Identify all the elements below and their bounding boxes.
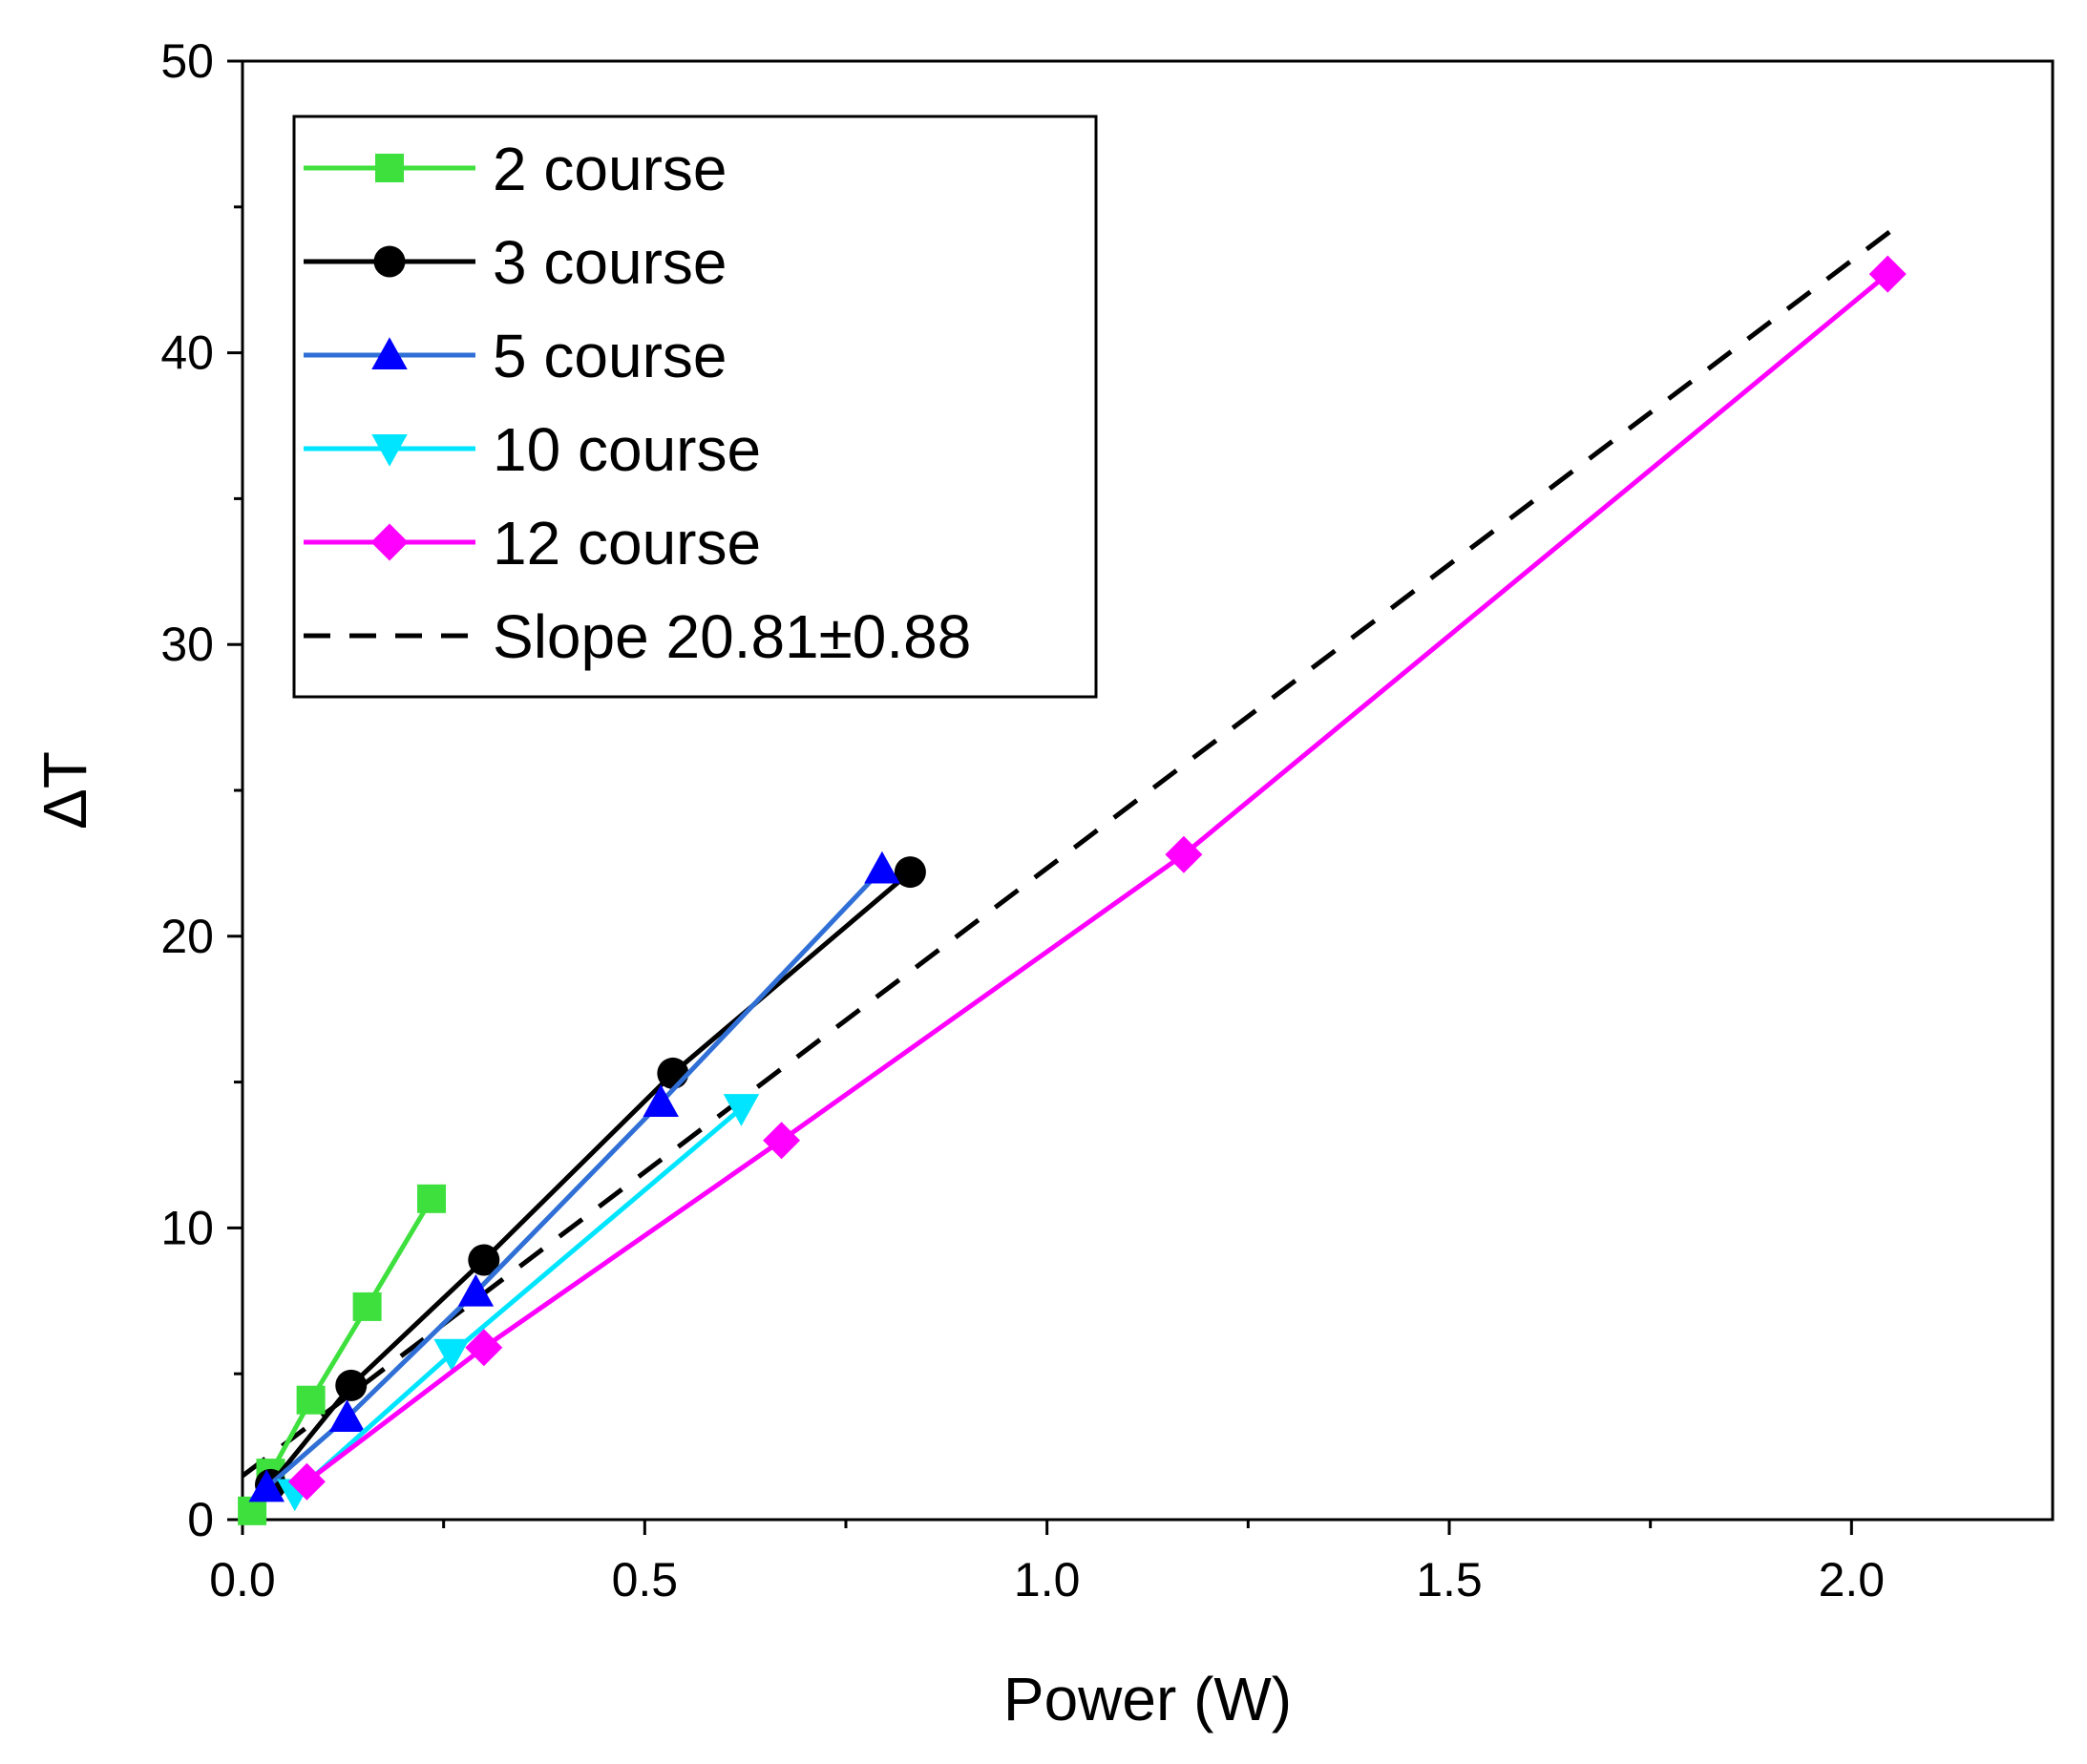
data-point (328, 1399, 366, 1433)
y-tick-label: 40 (160, 326, 214, 380)
x-tick-label: 0.5 (612, 1553, 679, 1606)
legend-item: 2 course (304, 135, 727, 203)
legend-label: 2 course (493, 135, 727, 203)
series-line (268, 870, 913, 1486)
data-point (1165, 835, 1203, 873)
x-tick-label: 0.0 (209, 1553, 276, 1606)
legend-item: Slope 20.81±0.88 (304, 602, 971, 671)
x-tick-label: 2.0 (1819, 1553, 1886, 1606)
legend-box (292, 115, 1098, 699)
series-layer (238, 255, 1907, 1525)
y-tick-label: 10 (160, 1201, 214, 1254)
data-point (352, 1292, 382, 1321)
legend-item: 10 course (304, 415, 761, 484)
data-point (457, 1273, 495, 1307)
legend-item: 3 course (304, 228, 727, 297)
y-tick-label: 50 (160, 34, 214, 88)
y-axis-title: ΔT (31, 751, 99, 830)
data-point (643, 1084, 679, 1117)
x-tick-label: 1.5 (1416, 1553, 1483, 1606)
axis-labels: 0.0 0.5 1.0 1.5 2.0 0 10 20 30 40 50 Power (W) ΔT (31, 34, 1885, 1733)
legend-swatch-marker (375, 154, 404, 182)
legend-swatch-marker (373, 245, 406, 278)
legend-label: 10 course (493, 415, 761, 484)
data-point (296, 1385, 326, 1415)
data-point (417, 1184, 447, 1213)
y-tick-label: 30 (160, 618, 214, 671)
legend-label: 12 course (493, 509, 761, 578)
series-12-course (287, 255, 1907, 1501)
data-point (763, 1122, 801, 1160)
legend-swatch-marker (370, 523, 409, 561)
data-point (1868, 255, 1907, 293)
data-point (657, 1057, 689, 1089)
y-tick-label: 0 (187, 1493, 214, 1546)
legend-swatch-marker (371, 434, 408, 467)
data-point (864, 850, 900, 884)
x-tick-label: 1.0 (1014, 1553, 1081, 1606)
data-point (894, 856, 926, 889)
x-axis-title: Power (W) (1003, 1665, 1292, 1733)
data-point (335, 1369, 368, 1401)
series-3-course (254, 856, 926, 1501)
y-tick-label: 20 (160, 910, 214, 963)
legend-swatch-marker (371, 337, 408, 369)
legend: 2 course 3 course 5 course 10 course 12 cour… (292, 115, 1098, 699)
legend-label: 5 course (493, 322, 727, 390)
data-point (248, 1469, 285, 1502)
legend-item: 12 course (304, 509, 761, 578)
legend-item: 5 course (304, 322, 727, 390)
data-point (465, 1329, 503, 1367)
legend-label: 3 course (493, 228, 727, 297)
data-point (468, 1244, 500, 1276)
data-point (287, 1462, 326, 1501)
data-point (723, 1094, 760, 1126)
series-5-course (248, 850, 900, 1502)
legend-label: Slope 20.81±0.88 (493, 602, 971, 671)
data-point (433, 1338, 470, 1372)
